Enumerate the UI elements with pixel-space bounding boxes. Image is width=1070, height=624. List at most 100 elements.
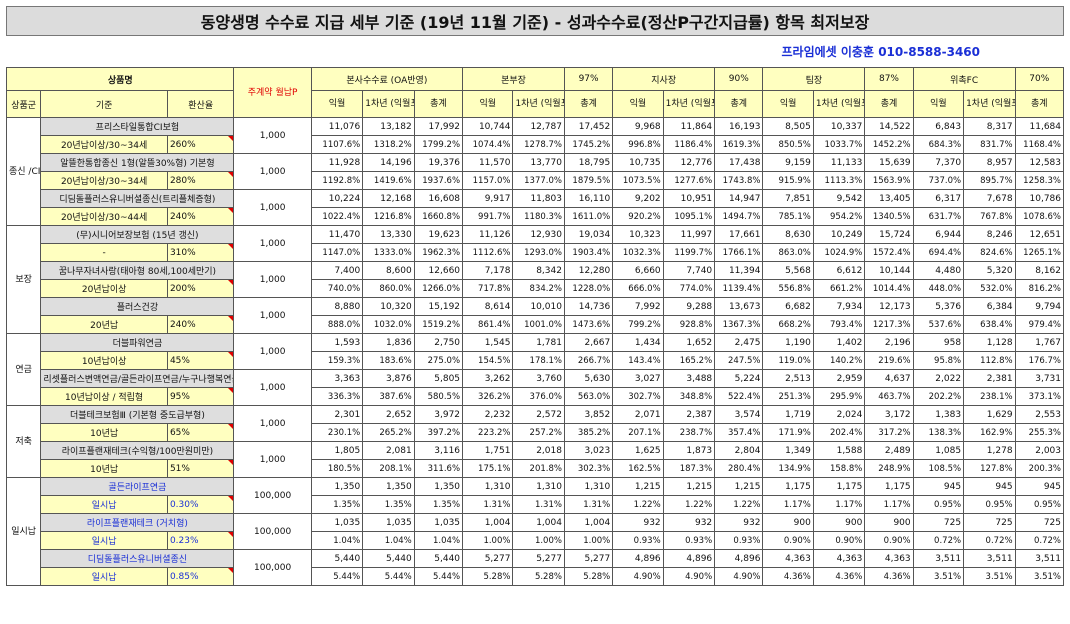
amount-cell: 1,836: [362, 333, 415, 352]
percent-cell: 0.90%: [762, 531, 814, 550]
amount-cell: 8,342: [512, 261, 565, 280]
conversion-rate-cell: 200%: [166, 279, 235, 298]
amount-cell: 6,682: [762, 297, 814, 316]
conversion-rate-cell: 0.23%: [166, 531, 235, 550]
percent-cell: 248.9%: [864, 459, 914, 478]
criteria-cell: 일시납: [40, 495, 168, 514]
amount-cell: 2,024: [812, 405, 866, 424]
product-name: 플러스건강: [40, 297, 235, 316]
percent-cell: 112.8%: [963, 351, 1016, 370]
product-name: 프리스타일통합CI보험: [40, 117, 235, 136]
amount-cell: 5,277: [563, 549, 614, 568]
criteria-cell: 일시납: [40, 531, 168, 550]
amount-cell: 4,363: [762, 549, 814, 568]
amount-cell: 9,794: [1014, 297, 1065, 316]
percent-cell: 255.3%: [1014, 423, 1065, 442]
percent-cell: 1452.2%: [864, 135, 914, 154]
percent-cell: 638.4%: [963, 315, 1016, 334]
amount-cell: 1,004: [512, 513, 565, 532]
amount-cell: 9,159: [762, 153, 814, 172]
amount-cell: 725: [912, 513, 965, 532]
group-cell: 종신 /CI/GI: [5, 117, 42, 226]
percent-cell: 1.22%: [714, 495, 764, 514]
criteria-cell: 일시납: [40, 567, 168, 586]
amount-cell: 3,760: [512, 369, 565, 388]
amount-cell: 5,224: [714, 369, 764, 388]
premium-cell: 1,000: [233, 189, 312, 226]
amount-cell: 2,301: [310, 405, 364, 424]
amount-cell: 1,751: [462, 441, 514, 460]
subheader-first-year: 1차년 (익월포함): [812, 90, 866, 118]
amount-cell: 945: [963, 477, 1016, 496]
percent-cell: 4.90%: [612, 567, 664, 586]
table-row: 알뜰한통합종신 1형(알뜰30%형) 기본형 1,000 11,928 14,196 1…: [7, 153, 1065, 190]
amount-cell: 11,997: [662, 225, 716, 244]
percent-cell: 668.2%: [762, 315, 814, 334]
amount-cell: 1,190: [762, 333, 814, 352]
amount-cell: 14,947: [714, 189, 764, 208]
percent-cell: 915.9%: [762, 171, 814, 190]
percent-cell: 208.1%: [362, 459, 415, 478]
amount-cell: 10,735: [612, 153, 664, 172]
percent-cell: 1367.3%: [714, 315, 764, 334]
amount-cell: 1,175: [762, 477, 814, 496]
percent-cell: 3.51%: [912, 567, 965, 586]
amount-cell: 16,193: [714, 117, 764, 136]
amount-cell: 12,787: [512, 117, 565, 136]
amount-cell: 10,144: [864, 261, 914, 280]
table-row: 20년납이상/30~34세 260% 1107.6% 1318.2% 1799.2% 10…: [7, 135, 1065, 154]
percent-cell: 1419.6%: [362, 171, 415, 190]
percent-cell: 1799.2%: [413, 135, 464, 154]
amount-cell: 2,022: [912, 369, 965, 388]
percent-cell: 991.7%: [462, 207, 514, 226]
amount-cell: 13,673: [714, 297, 764, 316]
percent-cell: 1032.3%: [612, 243, 664, 262]
amount-cell: 12,651: [1014, 225, 1065, 244]
amount-cell: 13,330: [362, 225, 415, 244]
amount-cell: 3,262: [462, 369, 514, 388]
product-name: 리셋플러스변액연금/골든라이프연금/누구나행복연금: [40, 369, 235, 388]
amount-cell: 3,511: [1014, 549, 1065, 568]
amount-cell: 6,317: [912, 189, 965, 208]
contact-info: 프라임에셋 이충훈 010-8588-3460: [781, 45, 980, 59]
percent-cell: 302.7%: [612, 387, 664, 406]
amount-cell: 945: [912, 477, 965, 496]
table-row: 10년납 65% 230.1% 265.2% 397.2% 223.2% 257.2% 385…: [7, 423, 1065, 442]
percent-cell: 187.3%: [662, 459, 716, 478]
amount-cell: 17,661: [714, 225, 764, 244]
amount-cell: 15,639: [864, 153, 914, 172]
premium-cell: 1,000: [233, 225, 312, 262]
amount-cell: 7,740: [662, 261, 716, 280]
amount-cell: 14,196: [362, 153, 415, 172]
percent-cell: 774.0%: [662, 279, 716, 298]
percent-cell: 1519.2%: [413, 315, 464, 334]
amount-cell: 2,387: [662, 405, 716, 424]
percent-cell: 0.95%: [912, 495, 965, 514]
percent-cell: 134.9%: [762, 459, 814, 478]
criteria-cell: 20년납: [40, 315, 168, 334]
percent-cell: 1147.0%: [310, 243, 364, 262]
amount-cell: 2,489: [864, 441, 914, 460]
product-name: 더블파워연금: [40, 333, 235, 352]
percent-cell: 1745.2%: [563, 135, 614, 154]
amount-cell: 12,168: [362, 189, 415, 208]
role-fc: 위촉FC: [912, 67, 1016, 91]
amount-cell: 7,992: [612, 297, 664, 316]
percent-cell: 1.17%: [864, 495, 914, 514]
amount-cell: 8,614: [462, 297, 514, 316]
product-name-header: 상품명: [5, 67, 235, 91]
amount-cell: 1,545: [462, 333, 514, 352]
product-name: 더블테크보험Ⅲ (기본형 중도급부형): [40, 405, 235, 424]
criteria-cell: 10년납이상: [40, 351, 168, 370]
subheader-total: 총계: [413, 90, 464, 118]
amount-cell: 8,505: [762, 117, 814, 136]
percent-cell: 1265.1%: [1014, 243, 1065, 262]
percent-cell: 373.1%: [1014, 387, 1065, 406]
percent-cell: 1112.6%: [462, 243, 514, 262]
percent-cell: 661.2%: [812, 279, 866, 298]
percent-cell: 0.90%: [812, 531, 866, 550]
amount-cell: 19,034: [563, 225, 614, 244]
amount-cell: 2,804: [714, 441, 764, 460]
amount-cell: 16,608: [413, 189, 464, 208]
percent-cell: 1192.8%: [310, 171, 364, 190]
